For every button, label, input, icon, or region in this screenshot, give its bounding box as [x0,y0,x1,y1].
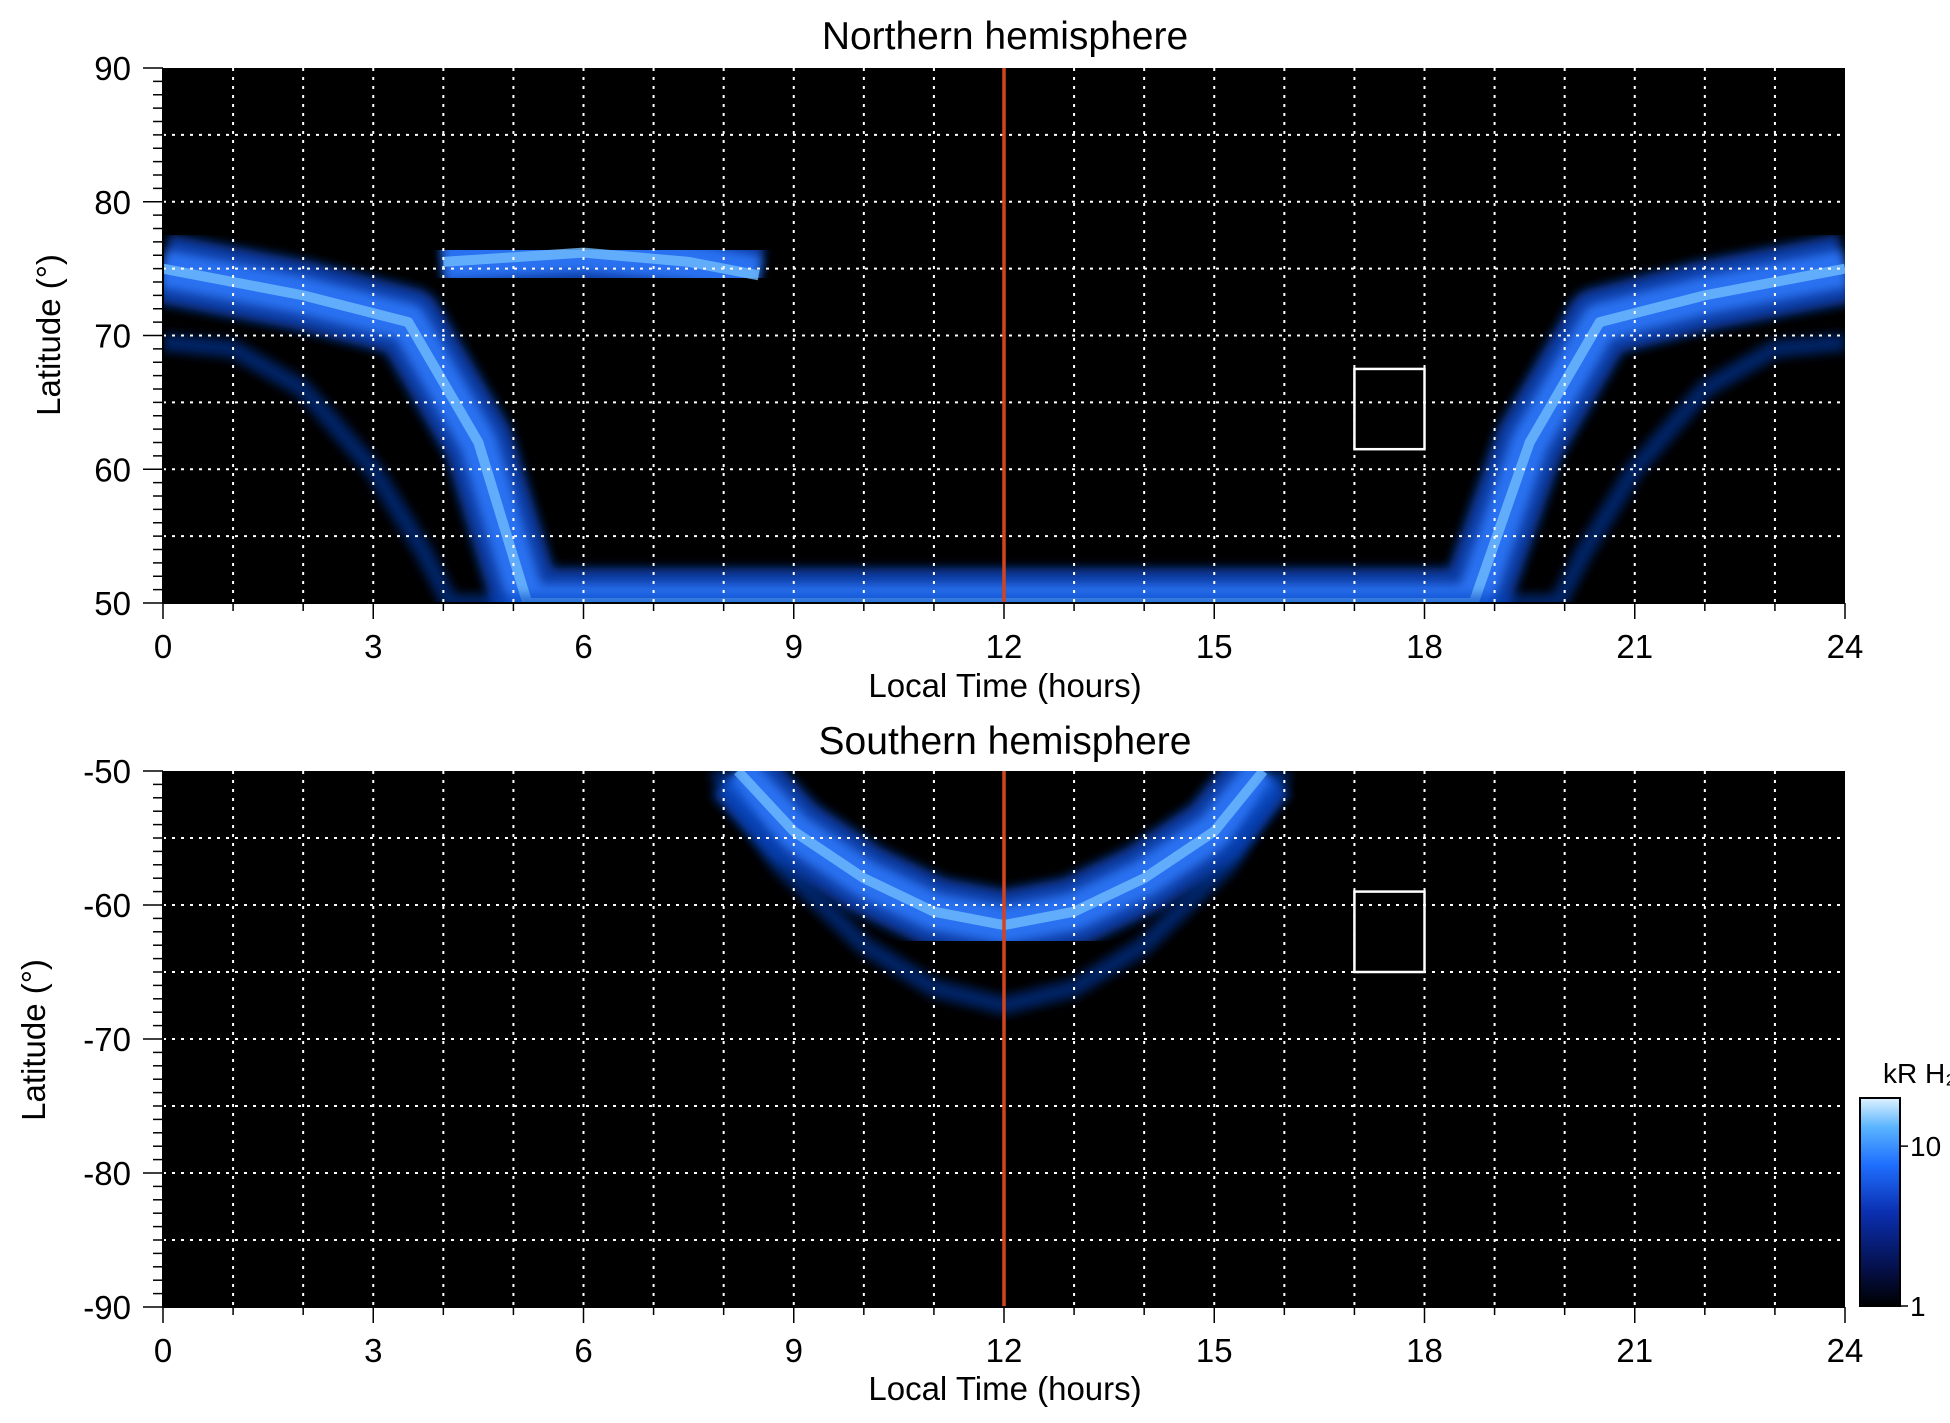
y-tick-label: 80 [94,184,131,221]
northern-title: Northern hemisphere [822,15,1188,58]
main-auroral-oval-0 [163,234,1845,603]
highlight-box [1353,890,1426,974]
x-tick-label: 18 [1406,1332,1443,1369]
y-tick-label: 90 [94,50,131,87]
southern-panel: Southern hemisphere 0 3 6 9 12 15 18 21 24 -50 -60… [15,720,1863,1407]
southern-plot-area [163,771,1845,1307]
northern-ylabel: Latitude (°) [30,254,67,416]
x-tick-label: 21 [1616,628,1653,665]
bright-arc-0 [440,217,766,310]
x-tick-label: 12 [986,1332,1023,1369]
x-tick-label: 9 [785,628,803,665]
colorbar-tick-label: 10 [1910,1131,1941,1162]
x-tick-label: 18 [1406,628,1443,665]
x-tick-label: 9 [785,1332,803,1369]
colorbar-label: kR H₂ [1883,1058,1950,1089]
x-tick-label: 21 [1616,1332,1653,1369]
southern-title: Southern hemisphere [819,720,1192,763]
x-tick-label: 24 [1827,1332,1864,1369]
y-tick-label: 50 [94,585,131,622]
x-tick-label: 3 [364,628,382,665]
y-tick-label: 70 [94,318,131,355]
northern-panel: Northern hemisphere 0 3 6 9 12 15 18 21 24 50 60 70… [30,15,1863,704]
x-tick-label: 6 [574,628,592,665]
colorbar-gradient [1859,1097,1901,1307]
x-tick-label: 15 [1196,628,1233,665]
x-tick-label: 0 [154,628,172,665]
highlight-box [1353,367,1426,451]
y-tick-label: -80 [83,1155,131,1192]
colorbar: kR H₂ 1 10 [1859,1058,1950,1322]
southern-ylabel: Latitude (°) [15,959,52,1121]
northern-plot-area [163,68,1845,603]
grid [163,771,1845,1307]
y-tick-label: -70 [83,1021,131,1058]
colorbar-tick-label: 1 [1910,1291,1926,1322]
grid [163,68,1845,603]
southern-axes: 0 3 6 9 12 15 18 21 24 -50 -60 -70 -80 -90 [83,753,1863,1369]
x-tick-label: 3 [364,1332,382,1369]
y-tick-label: -50 [83,753,131,790]
x-tick-label: 15 [1196,1332,1233,1369]
x-tick-label: 6 [574,1332,592,1369]
x-tick-label: 12 [986,628,1023,665]
x-tick-label: 24 [1827,628,1864,665]
y-tick-label: -90 [83,1289,131,1326]
northern-axes: 0 3 6 9 12 15 18 21 24 50 60 70 80 90 [94,50,1863,665]
y-tick-label: 60 [94,451,131,488]
x-tick-label: 0 [154,1332,172,1369]
northern-xlabel: Local Time (hours) [868,667,1141,704]
southern-xlabel: Local Time (hours) [868,1370,1141,1407]
emission-boundary-0 [163,333,1845,603]
y-tick-label: -60 [83,887,131,924]
